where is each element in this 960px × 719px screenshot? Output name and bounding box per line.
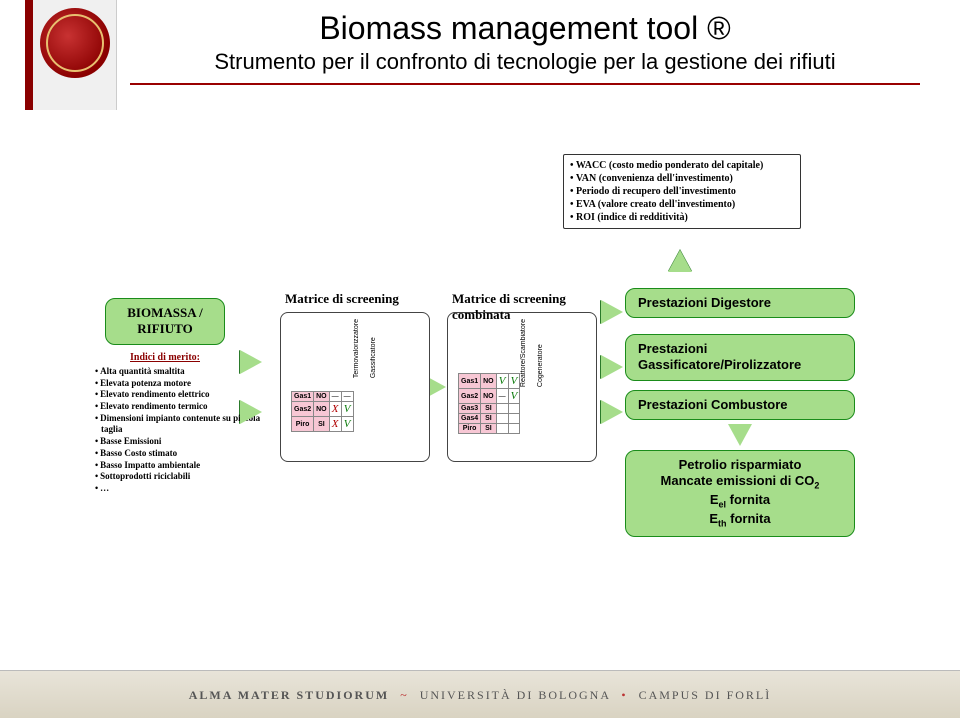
indici-list: Alta quantità smaltita Elevata potenza m… (95, 366, 270, 495)
wacc-list: WACC (costo medio ponderato del capitale… (570, 159, 794, 224)
prestazioni-gassificatore: Prestazioni Gassificatore/Pirolizzatore (625, 334, 855, 381)
arrow-right-icon (240, 400, 262, 424)
prestazioni-digestore: Prestazioni Digestore (625, 288, 855, 318)
slide-title: Biomass management tool ® (130, 10, 920, 47)
indici-item: Elevata potenza motore (95, 378, 270, 390)
slide-header: Biomass management tool ® Strumento per … (130, 10, 920, 85)
table-row: Gas1 NO — — (292, 392, 354, 402)
biomassa-box: BIOMASSA / RIFIUTO (105, 298, 225, 345)
screening-combined-table: Gas1 NO V V Gas2 NO — V Gas3 SI Gas4 SI (458, 373, 520, 434)
wacc-item: ROI (indice di redditività) (570, 211, 794, 224)
matrix-screening: Matrice di screening Termovalorizzatore … (280, 312, 430, 462)
arrow-right-icon (601, 355, 623, 379)
slide-footer: ALMA MATER STUDIORUM ~ UNIVERSITÀ DI BOL… (0, 670, 960, 718)
screening-table: Gas1 NO — — Gas2 NO X V Piro SI X V (291, 391, 354, 432)
matrix-title: Matrice di screening (285, 291, 399, 307)
col-label: Gassificatore (370, 319, 377, 378)
biomassa-label: BIOMASSA / RIFIUTO (127, 305, 203, 336)
arrow-right-icon (240, 350, 262, 374)
wacc-item: VAN (convenienza dell'investimento) (570, 172, 794, 185)
separator-icon: ~ (400, 688, 409, 702)
table-row: Piro SI (459, 424, 520, 434)
indici-title: Indici di merito: (105, 352, 225, 363)
table-row: Gas3 SI (459, 404, 520, 414)
table-row: Gas2 NO X V (292, 402, 354, 417)
wacc-item: WACC (costo medio ponderato del capitale… (570, 159, 794, 172)
table-row: Gas2 NO — V (459, 389, 520, 404)
indici-item: Sottoprodotti riciclabili (95, 471, 270, 483)
title-rule (130, 83, 920, 85)
indici-item: Basso Costo stimato (95, 448, 270, 460)
flow-diagram: WACC (costo medio ponderato del capitale… (105, 160, 865, 540)
col-label: Reattore/Scambiatore (520, 319, 527, 387)
footer-uni: UNIVERSITÀ DI BOLOGNA (420, 688, 611, 702)
prestazioni-combustore: Prestazioni Combustore (625, 390, 855, 420)
seal-icon (40, 8, 110, 78)
arrow-right-icon (601, 400, 623, 424)
arrow-up-icon (668, 250, 692, 272)
table-row: Gas1 NO V V (459, 374, 520, 389)
indici-item: … (95, 483, 270, 495)
university-crest (25, 0, 117, 110)
energy-line: Eel fornita (636, 492, 844, 511)
slide-subtitle: Strumento per il confronto di tecnologie… (130, 49, 920, 75)
table-row: Piro SI X V (292, 417, 354, 432)
arrow-down-icon (728, 424, 752, 446)
wacc-panel: WACC (costo medio ponderato del capitale… (563, 154, 801, 229)
separator-icon: • (621, 688, 627, 702)
matrix-screening-combined: Matrice di screening combinata Reattore/… (447, 312, 597, 462)
col-label: Cogeneratore (537, 319, 544, 387)
wacc-item: Periodo di recupero dell'investimento (570, 185, 794, 198)
wacc-item: EVA (valore creato dell'investimento) (570, 198, 794, 211)
energy-line: Mancate emissioni di CO2 (636, 473, 844, 492)
footer-brand: ALMA MATER STUDIORUM (189, 688, 389, 702)
indici-item: Basso Impatto ambientale (95, 460, 270, 472)
footer-campus: CAMPUS DI FORLÌ (639, 688, 772, 702)
energy-outputs: Petrolio risparmiato Mancate emissioni d… (625, 450, 855, 537)
table-row: Gas4 SI (459, 414, 520, 424)
indici-item: Basse Emissioni (95, 436, 270, 448)
energy-line: Eth fornita (636, 511, 844, 530)
col-label: Termovalorizzatore (353, 319, 360, 378)
energy-line: Petrolio risparmiato (636, 457, 844, 473)
